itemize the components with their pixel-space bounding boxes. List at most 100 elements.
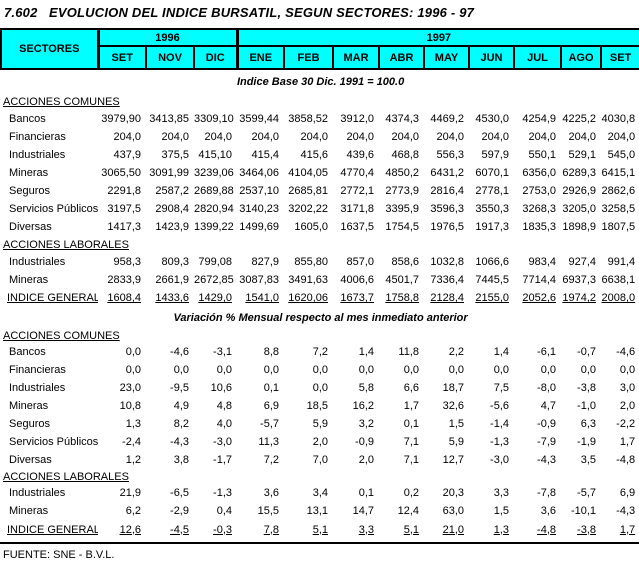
cell-value: 0,0 xyxy=(403,364,420,376)
index-table: SECTORES 1996 1997 SET NOV DIC ENE FEB M… xyxy=(0,28,639,539)
cell-value: 2155,0 xyxy=(475,292,510,304)
cell-value: 21,0 xyxy=(442,523,465,536)
cell-value: 7,0 xyxy=(312,454,329,466)
cell-value: -4,6 xyxy=(616,346,636,358)
cell-value: 1608,4 xyxy=(107,292,141,304)
cell-value: -5,7 xyxy=(260,418,280,430)
table-row: Industriales 437,9 375,5 415,10 415,4 415,6 43… xyxy=(1,146,639,164)
cell-value: 3140,23 xyxy=(239,203,280,215)
section-header: ACCIONES COMUNES xyxy=(3,95,120,108)
cell-value: 7,2 xyxy=(312,346,329,358)
cell-value: 7,8 xyxy=(263,523,280,536)
cell-value: 983,4 xyxy=(528,256,557,268)
footer-divider xyxy=(0,542,639,544)
cell-value: 858,6 xyxy=(391,256,420,268)
cell-value: 2,2 xyxy=(448,346,465,358)
table-row: Industriales 21,9 -6,5 -1,3 3,6 3,4 0,1 0,2 20,3… xyxy=(1,484,639,502)
cell-value: 375,5 xyxy=(161,149,189,161)
cell-value: 204,0 xyxy=(300,131,329,143)
cell-value: 6070,1 xyxy=(475,167,510,179)
row-label: Financieras xyxy=(9,131,66,143)
cell-value: 1417,3 xyxy=(107,221,141,233)
cell-value: -0,9 xyxy=(537,418,557,430)
cell-value: 12,6 xyxy=(119,523,141,536)
cell-value: 15,5 xyxy=(257,505,280,517)
cell-value: 2689,88 xyxy=(194,185,234,197)
cell-value: -3,1 xyxy=(213,346,233,358)
table-row: Bancos 0,0 -4,6 -3,1 8,8 7,2 1,4 11,8 2,2 1,4 -6,1… xyxy=(1,343,639,361)
row-label: INDICE GENERAL xyxy=(7,292,98,304)
cell-value: 204,0 xyxy=(251,131,280,143)
section-header-row: ACCIONES COMUNES xyxy=(1,93,639,110)
cell-value: 2587,2 xyxy=(155,185,189,197)
cell-value: 6638,1 xyxy=(601,274,636,286)
cell-value: 1637,5 xyxy=(340,221,375,233)
total-row: INDICE GENERAL 12,6 -4,5 -0,3 7,8 5,1 3,3 5,1 21… xyxy=(1,520,639,539)
cell-value: 21,9 xyxy=(119,487,141,499)
cell-value: 3091,99 xyxy=(149,167,189,179)
cell-value: 415,10 xyxy=(198,149,233,161)
cell-value: 63,0 xyxy=(442,505,465,517)
cell-value: 7336,4 xyxy=(430,274,465,286)
cell-value: 4030,8 xyxy=(601,113,636,125)
cell-value: 437,9 xyxy=(113,149,141,161)
cell-value: 1835,3 xyxy=(522,221,557,233)
cell-value: -7,9 xyxy=(537,436,557,448)
cell-value: 529,1 xyxy=(568,149,597,161)
cell-value: 550,1 xyxy=(528,149,557,161)
cell-value: 3239,06 xyxy=(194,167,234,179)
month-header: DIC xyxy=(192,45,239,70)
cell-value: 1,5 xyxy=(493,505,510,517)
cell-value: -1,0 xyxy=(577,400,597,412)
cell-value: -1,3 xyxy=(490,436,510,448)
row-label: Bancos xyxy=(9,346,46,358)
total-row: INDICE GENERAL 1608,4 1433,6 1429,0 1541,0 16… xyxy=(1,289,639,307)
cell-value: 11,3 xyxy=(258,436,280,448)
cell-value: 2291,8 xyxy=(107,185,141,197)
cell-value: 7,2 xyxy=(263,454,280,466)
cell-value: 7714,4 xyxy=(522,274,557,286)
cell-value: 0,1 xyxy=(403,418,420,430)
cell-value: 3309,10 xyxy=(194,113,234,125)
cell-value: 1754,5 xyxy=(385,221,420,233)
cell-value: 2,0 xyxy=(619,400,636,412)
cell-value: 1620,06 xyxy=(288,292,329,304)
cell-value: 468,8 xyxy=(391,149,420,161)
cell-value: 597,9 xyxy=(481,149,510,161)
cell-value: 6,9 xyxy=(619,487,636,499)
cell-value: 1,7 xyxy=(619,523,636,536)
cell-value: 1917,3 xyxy=(475,221,510,233)
cell-value: -3,0 xyxy=(213,436,233,448)
index-values-body: ACCIONES COMUNES Bancos 3979,90 3413,85 3309… xyxy=(1,93,639,307)
row-label: Seguros xyxy=(9,185,50,197)
row-label: Mineras xyxy=(9,274,49,286)
cell-value: 12,7 xyxy=(442,454,465,466)
cell-value: 4374,3 xyxy=(385,113,420,125)
cell-value: 3258,5 xyxy=(601,203,636,215)
cell-value: 1807,5 xyxy=(601,221,636,233)
cell-value: -4,6 xyxy=(170,346,189,358)
cell-value: 4254,9 xyxy=(522,113,557,125)
cell-value: 7,1 xyxy=(403,436,420,448)
cell-value: 2128,4 xyxy=(430,292,465,304)
cell-value: 8,8 xyxy=(263,346,280,358)
cell-value: 6431,2 xyxy=(430,167,465,179)
row-label: Servicios Públicos xyxy=(9,203,98,215)
cell-value: 1,3 xyxy=(493,523,510,536)
cell-value: 6356,0 xyxy=(522,167,557,179)
cell-value: -9,5 xyxy=(170,382,189,394)
cell-value: 1429,0 xyxy=(198,292,233,304)
cell-value: 809,3 xyxy=(161,256,189,268)
cell-value: 8,2 xyxy=(173,418,189,430)
cell-value: 3550,3 xyxy=(475,203,510,215)
month-header: SET xyxy=(600,45,639,70)
row-label: Industriales xyxy=(9,382,66,394)
cell-value: 2862,6 xyxy=(601,185,636,197)
cell-value: -10,1 xyxy=(570,505,597,517)
cell-value: 855,80 xyxy=(294,256,329,268)
cell-value: 2008,0 xyxy=(601,292,636,304)
cell-value: -4,3 xyxy=(616,505,636,517)
cell-value: -0,3 xyxy=(213,523,233,536)
month-header: AGO xyxy=(560,45,603,70)
table-row: Mineras 10,8 4,9 4,8 6,9 18,5 16,2 1,7 32,6 -5,6 4… xyxy=(1,397,639,415)
